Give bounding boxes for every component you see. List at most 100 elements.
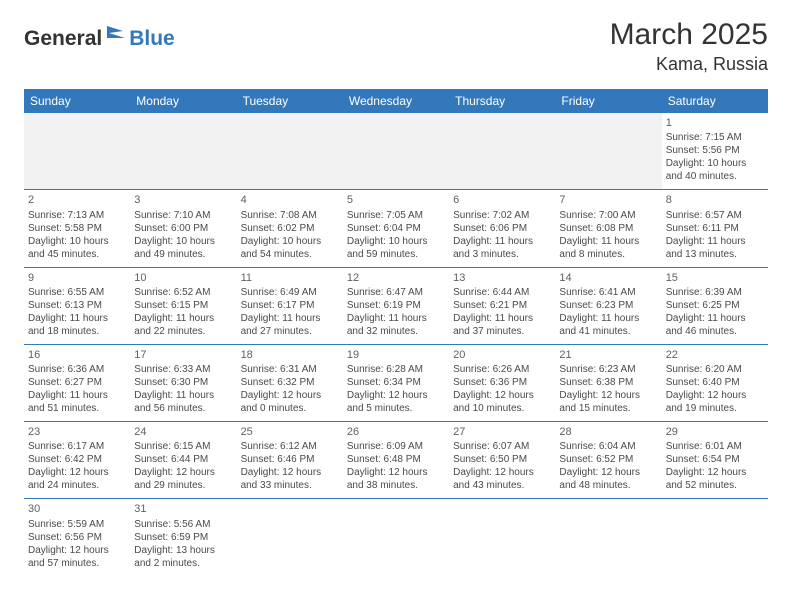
sunset-text: Sunset: 6:30 PM [134,376,232,389]
dl1-text: Daylight: 12 hours [666,466,764,479]
dl2-text: and 51 minutes. [28,402,126,415]
day-number: 14 [559,271,657,285]
day-cell: 9Sunrise: 6:55 AMSunset: 6:13 PMDaylight… [24,267,130,344]
dl2-text: and 52 minutes. [666,479,764,492]
day-number: 2 [28,193,126,207]
dl1-text: Daylight: 11 hours [453,235,551,248]
dl2-text: and 22 minutes. [134,325,232,338]
day-cell: 11Sunrise: 6:49 AMSunset: 6:17 PMDayligh… [237,267,343,344]
day-cell: 23Sunrise: 6:17 AMSunset: 6:42 PMDayligh… [24,422,130,499]
empty-cell [130,113,236,190]
day-number: 28 [559,425,657,439]
dl1-text: Daylight: 12 hours [347,466,445,479]
dl2-text: and 48 minutes. [559,479,657,492]
sunset-text: Sunset: 6:23 PM [559,299,657,312]
dl2-text: and 5 minutes. [347,402,445,415]
dl2-text: and 45 minutes. [28,248,126,261]
dl1-text: Daylight: 13 hours [134,544,232,557]
day-cell: 14Sunrise: 6:41 AMSunset: 6:23 PMDayligh… [555,267,661,344]
sunset-text: Sunset: 6:46 PM [241,453,339,466]
day-number: 23 [28,425,126,439]
dl1-text: Daylight: 11 hours [241,312,339,325]
weekday-header: Tuesday [237,89,343,113]
dl1-text: Daylight: 11 hours [134,312,232,325]
calendar-week-row: 30Sunrise: 5:59 AMSunset: 6:56 PMDayligh… [24,499,768,576]
dl1-text: Daylight: 12 hours [347,389,445,402]
day-number: 18 [241,348,339,362]
dl1-text: Daylight: 10 hours [666,157,764,170]
sunrise-text: Sunrise: 7:08 AM [241,209,339,222]
dl1-text: Daylight: 12 hours [28,544,126,557]
day-number: 26 [347,425,445,439]
sunrise-text: Sunrise: 6:36 AM [28,363,126,376]
dl2-text: and 27 minutes. [241,325,339,338]
sunrise-text: Sunrise: 6:12 AM [241,440,339,453]
day-cell: 15Sunrise: 6:39 AMSunset: 6:25 PMDayligh… [662,267,768,344]
dl1-text: Daylight: 10 hours [347,235,445,248]
dl1-text: Daylight: 12 hours [28,466,126,479]
logo-text-blue: Blue [129,27,175,51]
dl2-text: and 10 minutes. [453,402,551,415]
dl2-text: and 18 minutes. [28,325,126,338]
sunset-text: Sunset: 6:48 PM [347,453,445,466]
empty-cell [343,499,449,576]
sunset-text: Sunset: 6:54 PM [666,453,764,466]
sunrise-text: Sunrise: 6:28 AM [347,363,445,376]
sunset-text: Sunset: 6:56 PM [28,531,126,544]
dl1-text: Daylight: 11 hours [28,389,126,402]
sunrise-text: Sunrise: 7:15 AM [666,131,764,144]
day-number: 1 [666,116,764,130]
header: General Blue March 2025 Kama, Russia [0,0,792,83]
sunrise-text: Sunrise: 6:07 AM [453,440,551,453]
dl1-text: Daylight: 12 hours [241,466,339,479]
day-number: 31 [134,502,232,516]
weekday-header: Friday [555,89,661,113]
dl1-text: Daylight: 12 hours [453,389,551,402]
day-cell: 6Sunrise: 7:02 AMSunset: 6:06 PMDaylight… [449,190,555,267]
empty-cell [662,499,768,576]
dl2-text: and 46 minutes. [666,325,764,338]
dl1-text: Daylight: 11 hours [28,312,126,325]
day-number: 4 [241,193,339,207]
empty-cell [555,113,661,190]
dl1-text: Daylight: 12 hours [666,389,764,402]
day-cell: 28Sunrise: 6:04 AMSunset: 6:52 PMDayligh… [555,422,661,499]
sunrise-text: Sunrise: 7:10 AM [134,209,232,222]
dl2-text: and 43 minutes. [453,479,551,492]
dl2-text: and 56 minutes. [134,402,232,415]
dl2-text: and 3 minutes. [453,248,551,261]
dl1-text: Daylight: 11 hours [666,312,764,325]
sunset-text: Sunset: 6:44 PM [134,453,232,466]
sunset-text: Sunset: 6:27 PM [28,376,126,389]
day-number: 7 [559,193,657,207]
sunrise-text: Sunrise: 6:09 AM [347,440,445,453]
empty-cell [24,113,130,190]
day-number: 25 [241,425,339,439]
dl1-text: Daylight: 12 hours [241,389,339,402]
calendar-week-row: 9Sunrise: 6:55 AMSunset: 6:13 PMDaylight… [24,267,768,344]
dl1-text: Daylight: 12 hours [134,466,232,479]
sunset-text: Sunset: 6:52 PM [559,453,657,466]
dl1-text: Daylight: 10 hours [134,235,232,248]
sunset-text: Sunset: 5:58 PM [28,222,126,235]
sunrise-text: Sunrise: 6:04 AM [559,440,657,453]
weekday-header: Sunday [24,89,130,113]
day-cell: 7Sunrise: 7:00 AMSunset: 6:08 PMDaylight… [555,190,661,267]
sunrise-text: Sunrise: 7:02 AM [453,209,551,222]
dl1-text: Daylight: 12 hours [453,466,551,479]
sunset-text: Sunset: 6:40 PM [666,376,764,389]
logo: General Blue [24,24,175,53]
day-cell: 4Sunrise: 7:08 AMSunset: 6:02 PMDaylight… [237,190,343,267]
day-number: 29 [666,425,764,439]
day-number: 24 [134,425,232,439]
sunset-text: Sunset: 6:38 PM [559,376,657,389]
sunrise-text: Sunrise: 5:56 AM [134,518,232,531]
dl1-text: Daylight: 10 hours [241,235,339,248]
dl2-text: and 8 minutes. [559,248,657,261]
flag-icon [107,24,129,45]
day-cell: 8Sunrise: 6:57 AMSunset: 6:11 PMDaylight… [662,190,768,267]
logo-text-general: General [24,27,102,51]
sunrise-text: Sunrise: 6:23 AM [559,363,657,376]
calendar-table: SundayMondayTuesdayWednesdayThursdayFrid… [24,89,768,576]
sunset-text: Sunset: 6:21 PM [453,299,551,312]
